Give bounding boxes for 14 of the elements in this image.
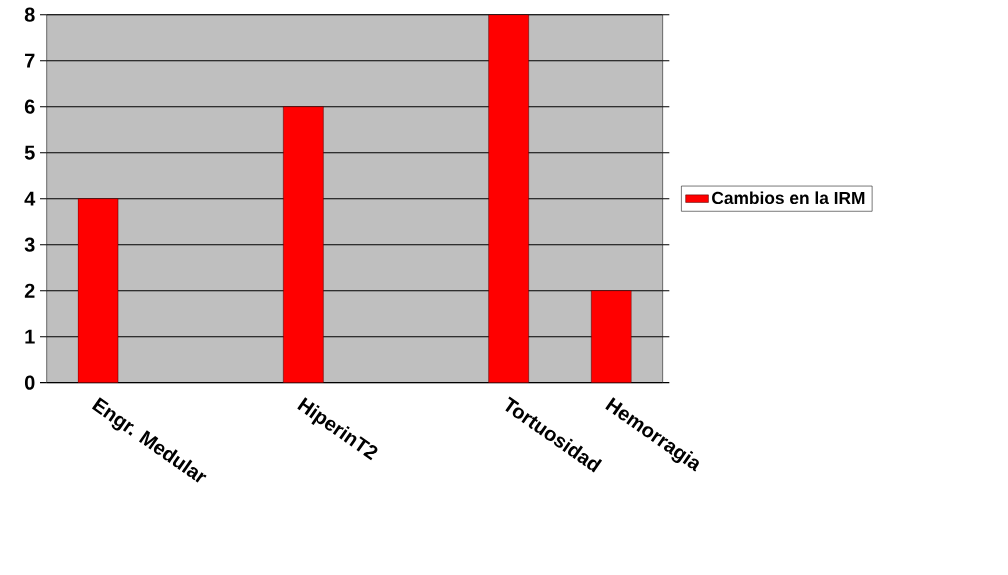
bar: [77, 198, 119, 383]
y-tick-label: 1: [25, 329, 35, 344]
bar: [591, 290, 632, 383]
y-tick-label: 8: [24, 7, 35, 22]
y-tick-label: 0: [24, 375, 35, 390]
legend-label: Cambios en la IRM: [712, 191, 865, 205]
y-tick-label: 3: [24, 237, 35, 252]
bar: [488, 14, 529, 383]
y-tick-label: 2: [24, 283, 35, 298]
y-tick-label: 5: [24, 145, 35, 160]
y-tick-label: 4: [24, 191, 36, 206]
bar: [283, 106, 324, 383]
y-tick-label: 6: [24, 99, 35, 114]
y-tick-label: 7: [25, 53, 35, 68]
